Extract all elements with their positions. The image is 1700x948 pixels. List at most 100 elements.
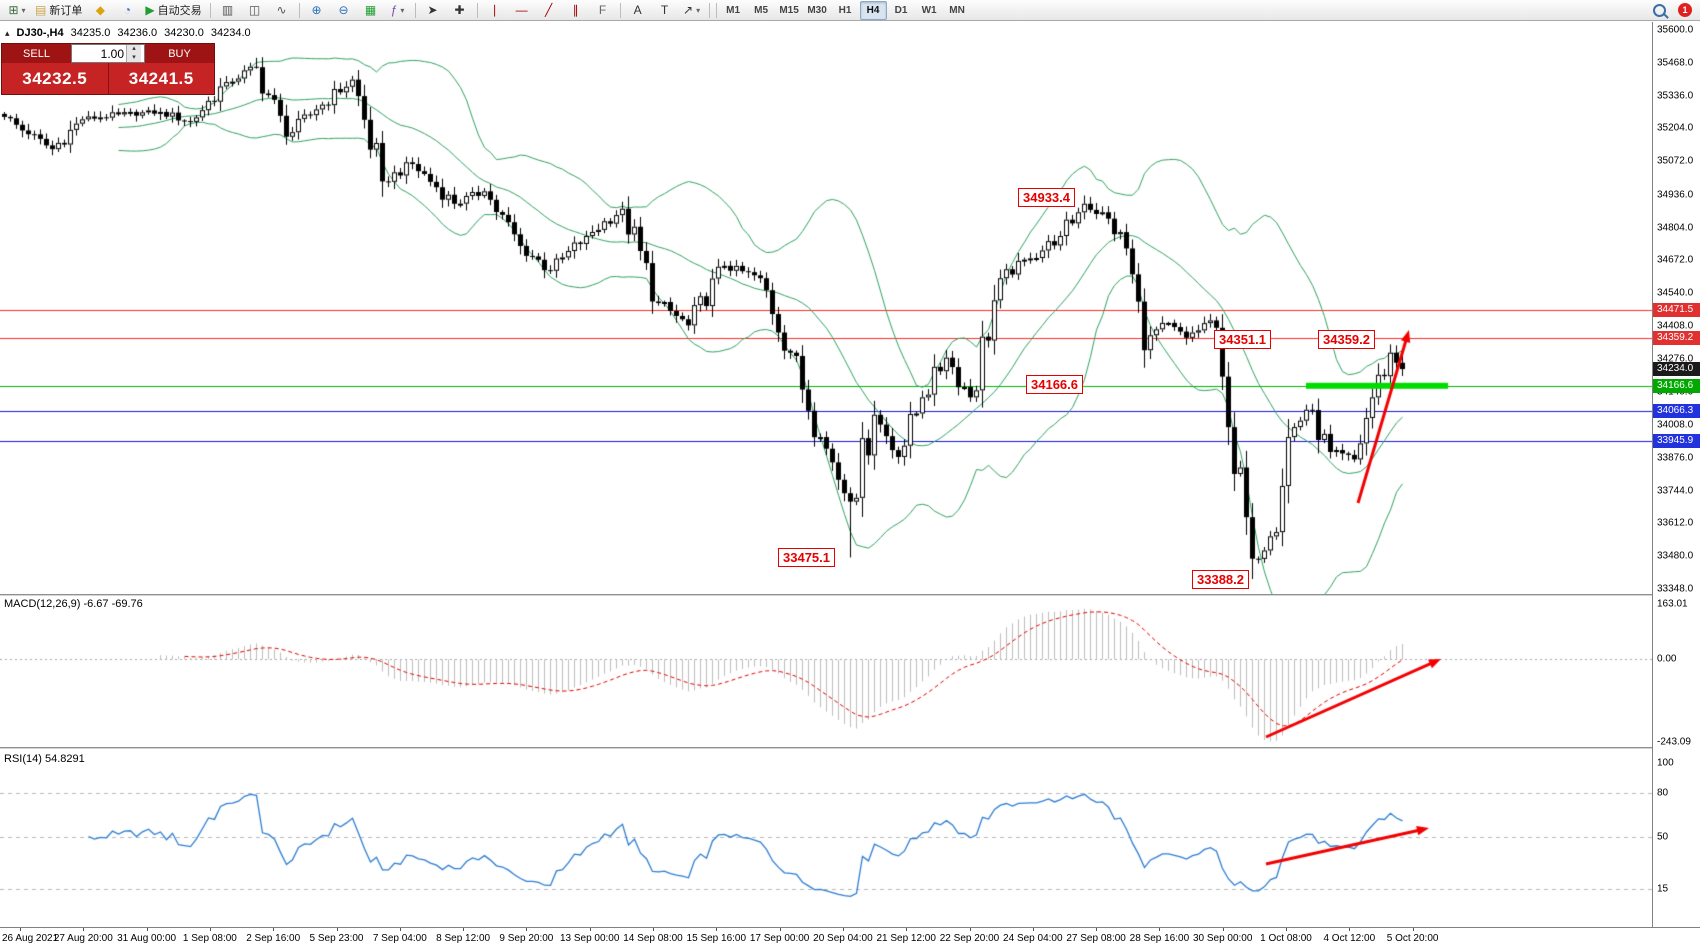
- price-tag: 34359.2: [1653, 330, 1700, 345]
- volume-increase-button[interactable]: ▴: [126, 45, 141, 54]
- timeframe-button-m30[interactable]: M30: [807, 4, 827, 16]
- time-axis-tick: [1412, 928, 1414, 931]
- panel-separator[interactable]: [0, 747, 1652, 749]
- time-axis-label: 8 Sep 12:00: [436, 933, 491, 944]
- price-axis-label: 34936.0: [1657, 189, 1694, 201]
- time-axis-tick: [20, 928, 21, 931]
- time-axis-label: 1 Oct 08:00: [1260, 933, 1312, 944]
- time-axis-tick: [209, 928, 211, 931]
- time-axis[interactable]: 26 Aug 2021 27 Aug 20:00 31 Aug 00:00 1 Sep…: [0, 927, 1700, 948]
- metaeditor-button[interactable]: ◆: [87, 0, 113, 20]
- text-button[interactable]: A: [625, 0, 651, 20]
- fibonacci-button[interactable]: F: [590, 0, 616, 20]
- price-axis-label: 33348.0: [1657, 583, 1694, 595]
- timeframe-button-mn[interactable]: MN: [949, 4, 965, 16]
- price-axis[interactable]: 35600.0 35468.0 35336.0 35204.0 35072.0 34936…: [1652, 22, 1700, 927]
- price-annotation[interactable]: 33388.2: [1192, 570, 1249, 589]
- time-axis-label: 28 Sep 16:00: [1129, 933, 1190, 944]
- price-axis-label: 33876.0: [1657, 452, 1694, 464]
- crosshair-button[interactable]: ✚: [447, 0, 473, 20]
- timeframe-button-w1[interactable]: W1: [921, 4, 937, 16]
- rsi-scale-label: 15: [1657, 883, 1669, 895]
- candlestick-chart-button[interactable]: ◫: [242, 0, 268, 20]
- time-axis-tick: [716, 928, 718, 931]
- macd-indicator-label: MACD(12,26,9) -6.67 -69.76: [4, 598, 143, 610]
- zoom-out-button[interactable]: ⊖: [331, 0, 357, 20]
- rsi-indicator-label: RSI(14) 54.8291: [4, 753, 85, 765]
- channel-button[interactable]: ∥: [563, 0, 589, 20]
- time-axis-label: 20 Sep 04:00: [813, 933, 873, 944]
- price-annotation[interactable]: 34166.6: [1026, 375, 1083, 394]
- new-chart-button[interactable]: ⊞ ▾: [4, 0, 30, 20]
- horizontal-line-button[interactable]: ―: [509, 0, 535, 20]
- time-axis-tick: [969, 928, 971, 931]
- zoom-out-icon: ⊖: [338, 3, 349, 17]
- text-label-button[interactable]: T: [652, 0, 678, 20]
- bar-chart-button[interactable]: ▥: [215, 0, 241, 20]
- time-axis-label: 2 Sep 16:00: [246, 933, 301, 944]
- trendline-icon: ╱: [544, 3, 553, 17]
- time-axis-label: 31 Aug 00:00: [117, 933, 177, 944]
- rsi-panel-canvas[interactable]: [0, 749, 1652, 927]
- vertical-line-button[interactable]: ∣: [482, 0, 508, 20]
- rsi-scale-label: 80: [1657, 787, 1669, 799]
- time-axis-tick: [1159, 928, 1161, 931]
- text-icon: A: [633, 3, 642, 17]
- line-chart-button[interactable]: ∿: [269, 0, 295, 20]
- tile-windows-icon: ▦: [364, 3, 377, 17]
- time-axis-label: 4 Oct 12:00: [1323, 933, 1376, 944]
- macd-panel-canvas[interactable]: [0, 596, 1652, 747]
- search-button[interactable]: [1646, 0, 1672, 20]
- time-axis-tick: [653, 928, 654, 931]
- macd-scale-label: 163.01: [1657, 598, 1688, 610]
- bar-chart-icon: ▥: [221, 3, 234, 17]
- price-annotation[interactable]: 34351.1: [1214, 330, 1271, 349]
- volume-input[interactable]: [72, 45, 126, 62]
- price-axis-label: 35072.0: [1657, 155, 1694, 167]
- sell-button[interactable]: SELL: [2, 44, 71, 63]
- toolbar-separator: [298, 2, 300, 18]
- indicators-button[interactable]: ƒ ▾: [385, 0, 411, 20]
- price-tag: 34166.6: [1653, 378, 1700, 393]
- cursor-button[interactable]: ➤: [420, 0, 446, 20]
- tile-windows-button[interactable]: ▦: [358, 0, 384, 20]
- rsi-scale-label: 100: [1657, 757, 1674, 769]
- price-axis-label: 35468.0: [1657, 57, 1694, 69]
- timeframe-button-m5[interactable]: M5: [754, 4, 769, 16]
- price-axis-label: 34804.0: [1657, 222, 1694, 234]
- buy-price[interactable]: 34241.5: [108, 63, 214, 94]
- timeframe-button-h1[interactable]: H1: [838, 4, 852, 16]
- timeframe-button-h4[interactable]: H4: [859, 0, 887, 20]
- arrows-button[interactable]: ↗ ▾: [679, 0, 705, 20]
- price-axis-label: 33744.0: [1657, 485, 1694, 497]
- time-axis-tick: [1096, 928, 1098, 931]
- timeframe-button-m15[interactable]: M15: [779, 4, 799, 16]
- timeframe-button-m1[interactable]: M1: [726, 4, 741, 16]
- time-axis-label: 21 Sep 12:00: [876, 933, 936, 944]
- time-axis-label: 27 Aug 20:00: [53, 933, 113, 944]
- toolbar-right: 1: [1646, 0, 1696, 20]
- notification-badge[interactable]: 1: [1678, 3, 1692, 17]
- timeframe-button-d1[interactable]: D1: [894, 4, 908, 16]
- trendline-button[interactable]: ╱: [536, 0, 562, 20]
- main-toolbar: ⊞ ▾ ▤ 新订单 ◆ ◔ ▶ 自动交易 ▥ ◫ ∿ ⊕ ⊖ ▦ ƒ ▾ ➤ ✚ ∣ ― ╱ ∥ F A T ↗ ▾ M1 M5 M15…: [0, 0, 1700, 21]
- panel-separator[interactable]: [0, 594, 1652, 596]
- ohlc-low: 34230.0: [164, 27, 204, 39]
- market-watch-button[interactable]: ◔: [114, 0, 140, 20]
- main-chart-canvas[interactable]: [0, 22, 1652, 594]
- collapse-trade-panel-icon[interactable]: ▴: [5, 27, 10, 38]
- zoom-in-button[interactable]: ⊕: [304, 0, 330, 20]
- price-annotation[interactable]: 34359.2: [1318, 330, 1375, 349]
- price-axis-label: 35600.0: [1657, 24, 1694, 36]
- new-order-button[interactable]: ▤ 新订单: [31, 0, 86, 20]
- time-axis-tick: [463, 928, 465, 931]
- ohlc-open: 34235.0: [70, 27, 111, 39]
- fibonacci-icon: F: [598, 3, 607, 17]
- volume-decrease-button[interactable]: ▾: [126, 53, 141, 62]
- toolbar-separator: [414, 2, 416, 18]
- price-annotation[interactable]: 34933.4: [1018, 188, 1075, 207]
- sell-price[interactable]: 34232.5: [2, 63, 109, 94]
- buy-button[interactable]: BUY: [145, 44, 214, 63]
- price-annotation[interactable]: 33475.1: [778, 548, 835, 567]
- autotrade-button[interactable]: ▶ 自动交易: [141, 0, 205, 20]
